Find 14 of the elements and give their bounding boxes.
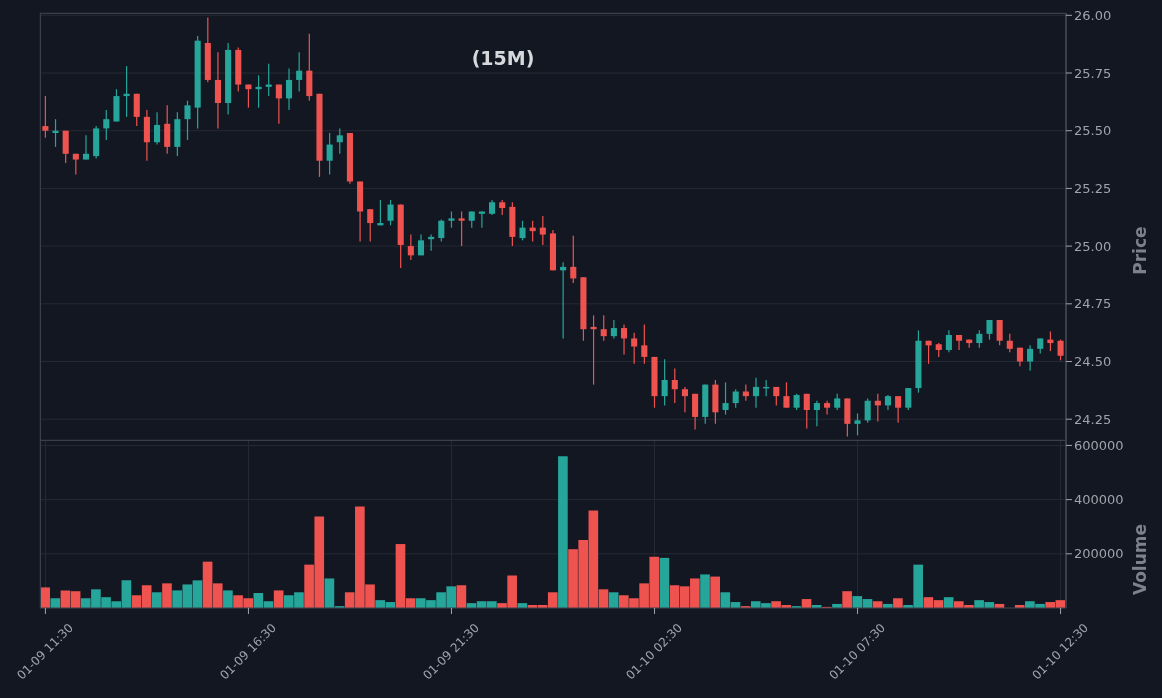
y-tick-label: 25.50 xyxy=(1074,123,1112,139)
y-tick-label: 26.00 xyxy=(1074,7,1112,23)
y-tick-label: 25.00 xyxy=(1074,238,1112,254)
y-axis-title: Volume xyxy=(1130,524,1151,596)
y-tick-label: 600000 xyxy=(1074,438,1124,454)
y-tick-label: 24.25 xyxy=(1074,411,1112,427)
y-tick-label: 24.75 xyxy=(1074,296,1112,312)
text: (15M) xyxy=(470,47,536,69)
y-tick-label: 25.25 xyxy=(1074,181,1112,197)
y-tick-label: 200000 xyxy=(1074,546,1124,562)
y-axis-title: Price xyxy=(1130,226,1151,275)
y-tick-label: 24.50 xyxy=(1074,354,1112,370)
y-tick-label: 25.75 xyxy=(1074,65,1112,81)
y-tick-label: 400000 xyxy=(1074,492,1124,508)
